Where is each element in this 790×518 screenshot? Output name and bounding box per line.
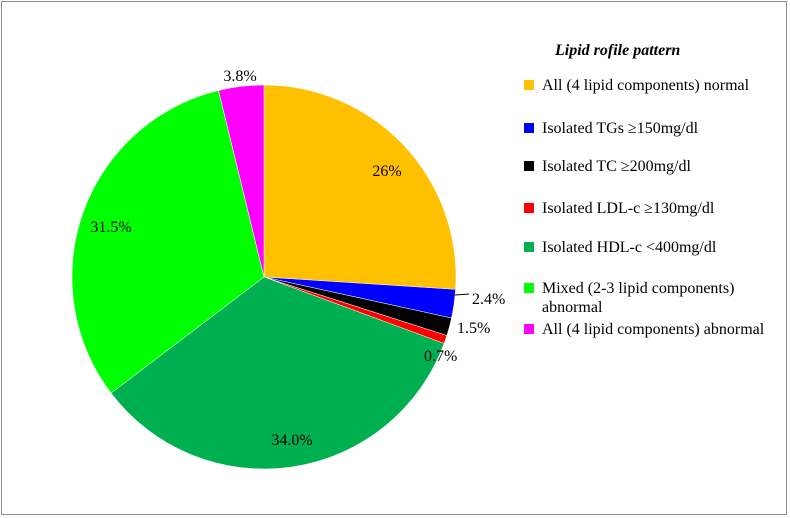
legend-swatch	[524, 123, 534, 133]
pie-slices	[71, 84, 457, 470]
legend-swatch	[524, 324, 534, 334]
legend-item: All (4 lipid components) abnormal	[524, 320, 786, 339]
slice-data-label: 2.4%	[472, 291, 505, 308]
legend-title: Lipid rofile pattern	[555, 42, 681, 59]
pie-slice	[110, 276, 445, 470]
slice-data-label: 26%	[372, 163, 401, 180]
pie-slice	[71, 90, 265, 394]
legend-swatch	[524, 203, 534, 213]
slice-data-label: 34.0%	[271, 432, 312, 449]
legend-item: Mixed (2-3 lipid components) abnormal	[524, 279, 786, 317]
legend-label: Isolated TC ≥200mg/dl	[542, 158, 691, 175]
legend-label: Isolated TGs ≥150mg/dl	[542, 120, 699, 137]
legend-swatch	[524, 242, 534, 252]
legend-label: Isolated LDL-c ≥130mg/dl	[542, 200, 715, 217]
leader-lines	[454, 293, 470, 296]
legend-label: All (4 lipid components) abnormal	[542, 321, 765, 338]
slice-data-label: 3.8%	[223, 68, 256, 85]
legend-item: Isolated HDL-c <400mg/dl	[524, 238, 786, 257]
data-labels: 26% 2.4% 1.5%0.7% 34.0% 31.5% 3.8%	[90, 68, 505, 449]
legend: Lipid rofile pattern All (4 lipid compon…	[524, 42, 786, 338]
legend-label: Mixed (2-3 lipid components) abnormal	[542, 280, 735, 316]
pie-slice	[218, 84, 265, 278]
slice-data-label: 31.5%	[90, 219, 131, 236]
legend-swatch	[524, 80, 534, 90]
legend-item: Isolated TC ≥200mg/dl	[524, 157, 786, 176]
legend-label: All (4 lipid components) normal	[542, 77, 750, 94]
legend-item: Isolated LDL-c ≥130mg/dl	[524, 199, 786, 218]
legend-item: Isolated TGs ≥150mg/dl	[524, 119, 786, 138]
leader-line	[454, 293, 470, 296]
legend-swatch	[524, 161, 534, 171]
slice-data-label: 0.7%	[424, 348, 457, 365]
legend-label: Isolated HDL-c <400mg/dl	[542, 239, 717, 256]
slice-data-label: 1.5%	[457, 320, 490, 337]
legend-item: All (4 lipid components) normal	[524, 76, 786, 95]
pie-slice	[263, 84, 457, 290]
legend-swatch	[524, 283, 534, 293]
